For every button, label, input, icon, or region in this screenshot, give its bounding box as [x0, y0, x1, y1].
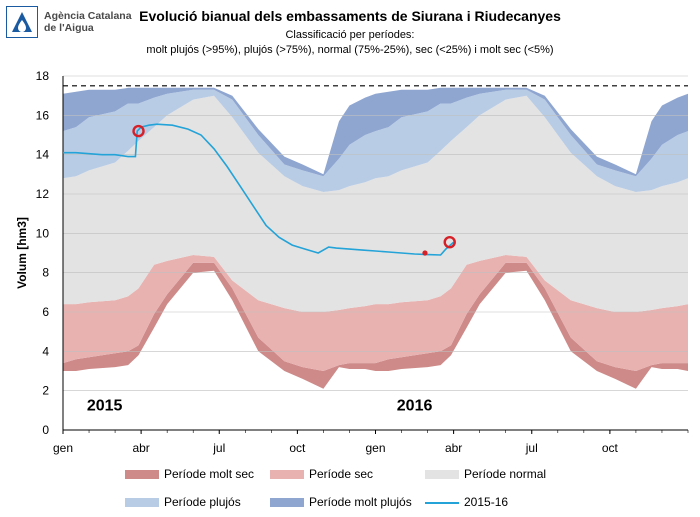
series-line-2015-16	[63, 123, 455, 256]
legend-label-molt-sec: Període molt sec	[164, 467, 255, 481]
x-tick-label-3: oct	[289, 441, 306, 455]
y-tick-label-4: 4	[42, 344, 49, 358]
y-tick-label-10: 10	[36, 226, 50, 240]
period-bands	[63, 87, 688, 389]
x-tick-label-2: jul	[212, 441, 225, 455]
x-tick-label-1: abr	[132, 441, 149, 455]
x-tick-label-7: oct	[602, 441, 619, 455]
legend-swatch-plujos	[125, 498, 159, 508]
highlight-marker-1	[443, 235, 456, 249]
axes: 0 2 4 6 8 10 12 14 16 18 gen abr jul oct gen abr jul oct	[36, 69, 689, 455]
legend-label-normal: Període normal	[464, 467, 547, 481]
y-tick-label-12: 12	[36, 187, 50, 201]
water-drop-icon	[6, 6, 38, 38]
y-tick-label-16: 16	[36, 108, 50, 122]
legend-label-2015-16: 2015-16	[464, 495, 509, 509]
legend-label-sec: Període sec	[309, 467, 374, 481]
legend-item-plujos: Període plujós	[125, 494, 241, 510]
x-tick-label-6: jul	[525, 441, 538, 455]
x-tick-label-0: gen	[53, 441, 73, 455]
legend-item-sec: Període sec	[270, 466, 373, 482]
legend-item-molt-sec: Període molt sec	[125, 466, 254, 482]
legend-swatch-normal	[425, 470, 459, 480]
data-point-marker	[422, 250, 428, 256]
legend-item-molt-plujos: Període molt plujós	[270, 494, 412, 510]
legend-swatch-sec	[270, 470, 304, 480]
series-layer: 2015 2016	[63, 85, 688, 414]
legend-item-2015-16: 2015-16	[425, 494, 508, 510]
legend-label-plujos: Període plujós	[164, 495, 241, 509]
legend-swatch-2015-16	[425, 501, 459, 504]
highlight-marker-0	[132, 124, 145, 138]
y-tick-label-8: 8	[42, 266, 49, 280]
band-per-ode-normal-year2	[375, 95, 688, 312]
grid	[63, 75, 688, 431]
subtitle-line-1: Classificació per períodes:	[285, 29, 415, 41]
band-per-ode-sec-year1	[63, 255, 376, 371]
y-tick-label-6: 6	[42, 305, 49, 319]
x-tick-label-5: abr	[445, 441, 462, 455]
band-per-ode-molt-pluj-s-year2	[375, 87, 688, 177]
logo-line-1: Agència Catalana	[44, 10, 132, 22]
y-tick-label-18: 18	[36, 69, 50, 83]
year-label-2016: 2016	[397, 397, 433, 414]
agency-logo: Agència Catalana de l'Aigua	[6, 4, 146, 44]
y-tick-label-0: 0	[42, 423, 49, 437]
y-tick-label-2: 2	[42, 384, 49, 398]
chart-title: Evolució bianual dels embassaments de Si…	[139, 8, 561, 24]
legend-label-molt-plujos: Període molt plujós	[309, 495, 412, 509]
logo-line-2: de l'Aigua	[44, 22, 94, 34]
x-tick-label-4: gen	[365, 441, 385, 455]
legend-item-normal: Període normal	[425, 466, 546, 482]
band-per-ode-molt-pluj-s-year1	[63, 87, 376, 177]
band-per-ode-normal-year1	[63, 95, 376, 312]
subtitle-line-2: molt plujós (>95%), plujós (>75%), norma…	[146, 44, 554, 56]
year-label-2015: 2015	[87, 397, 123, 414]
band-per-ode-sec-year2	[375, 255, 688, 371]
legend-swatch-molt-sec	[125, 470, 159, 480]
chart-subtitle: Classificació per períodes: molt plujós …	[60, 28, 640, 58]
y-tick-label-14: 14	[36, 148, 50, 162]
y-axis-label: Volum [hm3]	[15, 217, 29, 289]
legend-swatch-molt-plujos	[270, 498, 304, 508]
